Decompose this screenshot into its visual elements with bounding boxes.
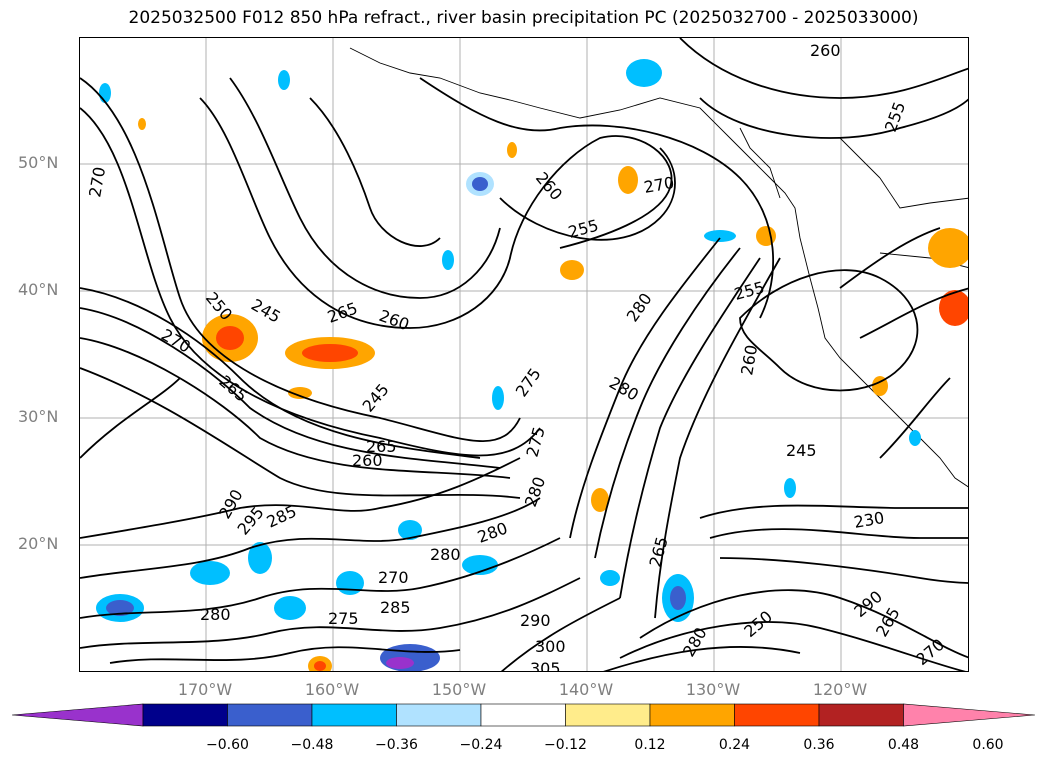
- colorbar-tick-label: −0.36: [375, 737, 418, 753]
- colorbar-segment: [227, 703, 313, 727]
- colorbar-tick-label: −0.60: [206, 737, 249, 753]
- contour-label: 260: [532, 168, 566, 204]
- map-title: 2025032500 F012 850 hPa refract., river …: [128, 8, 919, 28]
- contour-label: 275: [512, 364, 545, 400]
- colorbar-segment: [818, 703, 904, 727]
- contour-label: 290: [520, 611, 551, 630]
- colorbar-segment: [396, 703, 482, 727]
- contour-label: 265: [366, 437, 397, 456]
- contour-label: 280: [521, 474, 549, 509]
- colorbar-segment: [734, 703, 820, 727]
- contour-label: 270: [378, 568, 409, 587]
- colorbar-segment: [480, 703, 566, 727]
- colorbar-segment: [649, 703, 735, 727]
- contour-label: 280: [200, 605, 231, 624]
- contour-label: 270: [158, 325, 194, 357]
- map-canvas: 260 255 270 260 255 270 245 250 265 260 …: [80, 38, 968, 672]
- colorbar-extension-max: [903, 703, 1036, 727]
- colorbar-tick-label: 0.48: [887, 737, 920, 753]
- refractivity-contours: [80, 38, 968, 671]
- contour-label: 300: [535, 637, 566, 656]
- contour-label: 265: [215, 372, 251, 406]
- colorbar-tick-label: 0.60: [972, 737, 1004, 753]
- contour-label: 260: [377, 306, 412, 334]
- colorbar-tick-label: −0.12: [544, 737, 587, 753]
- contour-label: 305: [530, 659, 561, 672]
- contour-label: 270: [642, 173, 675, 197]
- lon-label-160w: 160°W: [304, 680, 360, 699]
- colorbar-tick-label: 0.36: [803, 737, 835, 753]
- lat-label-40n: 40°N: [18, 280, 59, 299]
- contour-label: 250: [740, 607, 776, 641]
- colorbar: [11, 703, 1036, 727]
- contour-label: 275: [523, 425, 549, 459]
- lon-label-120w: 120°W: [812, 680, 868, 699]
- contour-label: 260: [352, 451, 383, 470]
- map-plot-area: 260 255 270 260 255 270 245 250 265 260 …: [79, 37, 969, 672]
- contour-label: 270: [912, 635, 948, 669]
- colorbar-segment: [142, 703, 228, 727]
- colorbar-segment: [311, 703, 397, 727]
- contour-label: 280: [606, 373, 642, 405]
- lat-label-20n: 20°N: [18, 534, 59, 553]
- contour-label: 270: [85, 165, 109, 198]
- contour-label: 275: [328, 609, 359, 628]
- colorbar-tick-label: −0.24: [459, 737, 503, 753]
- contour-label: 285: [380, 598, 411, 617]
- lon-label-130w: 130°W: [685, 680, 741, 699]
- colorbar-tick-label: 0.24: [718, 737, 751, 753]
- lon-label-140w: 140°W: [558, 680, 614, 699]
- coastline: [349, 47, 968, 488]
- contour-label: 245: [248, 295, 284, 327]
- lat-label-30n: 30°N: [18, 407, 59, 426]
- contour-label: 280: [623, 289, 656, 325]
- colorbar-segment: [565, 703, 651, 727]
- contour-label: 260: [810, 41, 841, 60]
- colorbar-extension-min: [11, 703, 144, 727]
- contour-label: 245: [359, 380, 393, 416]
- colorbar-tick-label: 0.12: [634, 737, 666, 753]
- contour-label: 260: [737, 343, 761, 376]
- lon-label-150w: 150°W: [431, 680, 487, 699]
- lat-label-50n: 50°N: [18, 153, 59, 172]
- colorbar-tick-label: −0.48: [290, 737, 334, 753]
- contour-label: 255: [881, 99, 909, 134]
- lon-label-170w: 170°W: [177, 680, 233, 699]
- contour-label: 245: [786, 441, 817, 460]
- contour-label: 230: [852, 508, 885, 532]
- contour-label: 265: [646, 535, 672, 569]
- contour-label: 265: [325, 298, 360, 326]
- contour-label: 280: [430, 545, 461, 564]
